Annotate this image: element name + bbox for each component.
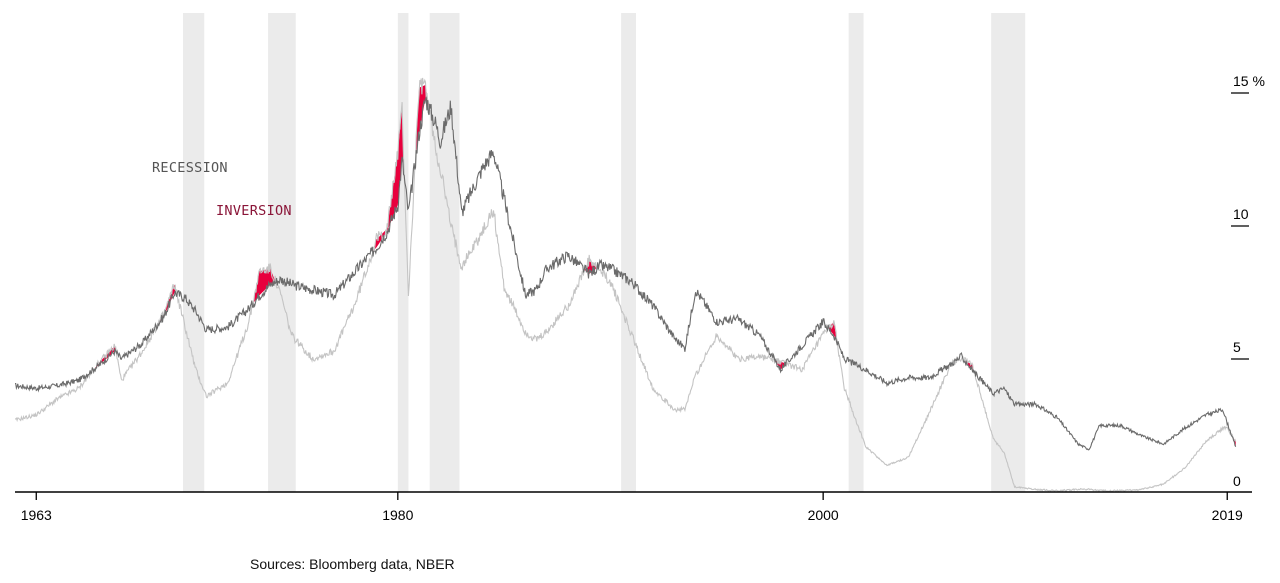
long-rate-line — [15, 96, 1237, 451]
x-tick-label-3: 2019 — [1212, 507, 1243, 523]
recession-band-6 — [991, 13, 1026, 492]
recession-band-1 — [268, 13, 296, 492]
recession-legend-label: RECESSION — [152, 160, 228, 176]
recession-band-5 — [848, 13, 864, 492]
recession-bands — [183, 13, 1026, 492]
inversion-region-4 — [415, 85, 429, 159]
rate-lines — [15, 77, 1237, 493]
y-tick-label-1: 5 — [1233, 339, 1241, 355]
x-axis-ticks: 1963 1980 2000 2019 — [21, 492, 1243, 523]
y-tick-label-3: 15 % — [1233, 73, 1265, 89]
y-axis-ticks: 0 5 10 15 % — [1231, 73, 1265, 489]
y-tick-label-0: 0 — [1233, 473, 1241, 489]
x-tick-label-1: 1980 — [382, 507, 413, 523]
y-tick-label-2: 10 — [1233, 206, 1249, 222]
x-tick-label-2: 2000 — [808, 507, 839, 523]
recession-band-4 — [621, 13, 637, 492]
inversion-fills — [94, 85, 1236, 447]
short-rate-line — [15, 77, 1237, 493]
inversion-legend-label: INVERSION — [216, 203, 292, 219]
recession-band-2 — [397, 13, 409, 492]
recession-band-0 — [183, 13, 205, 492]
recession-band-3 — [429, 13, 460, 492]
x-tick-label-0: 1963 — [21, 507, 52, 523]
source-note: Sources: Bloomberg data, NBER — [250, 556, 455, 572]
